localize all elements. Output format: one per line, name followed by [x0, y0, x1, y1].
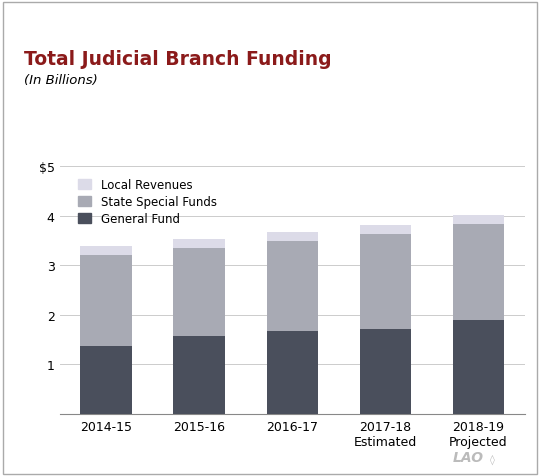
Text: LAO: LAO — [453, 450, 484, 464]
Bar — [174, 337, 225, 414]
Bar — [360, 329, 411, 414]
Bar — [267, 232, 318, 242]
Legend: Local Revenues, State Special Funds, General Fund: Local Revenues, State Special Funds, Gen… — [75, 175, 220, 229]
Bar — [174, 239, 225, 248]
Text: Total Judicial Branch Funding: Total Judicial Branch Funding — [24, 50, 332, 69]
Bar — [453, 320, 504, 414]
Bar — [267, 242, 318, 331]
Bar — [174, 248, 225, 337]
Bar — [81, 247, 131, 256]
Text: (In Billions): (In Billions) — [24, 74, 98, 87]
Bar — [453, 225, 504, 320]
Bar — [81, 256, 131, 346]
Text: ◊: ◊ — [490, 454, 494, 464]
Bar — [81, 346, 131, 414]
Bar — [453, 216, 504, 225]
Bar — [360, 235, 411, 329]
Bar — [267, 331, 318, 414]
Bar — [360, 226, 411, 235]
Text: Figure 7: Figure 7 — [8, 20, 70, 33]
